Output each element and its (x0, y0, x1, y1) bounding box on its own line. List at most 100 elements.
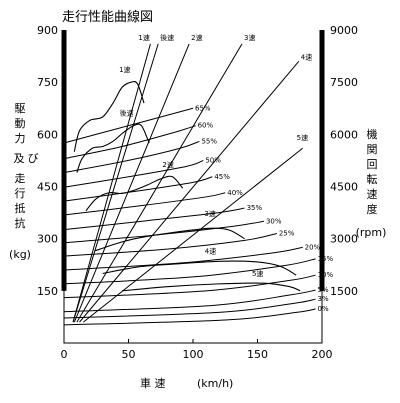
x-tick-label: 150 (247, 348, 268, 361)
rpm-line-label: 1速 (138, 34, 149, 42)
y-tick-label-left: 450 (37, 181, 58, 194)
y-tick-label-left: 150 (37, 285, 58, 298)
resistance-label: 30% (266, 217, 282, 225)
resistance-curve (63, 107, 194, 144)
driving-force-curve (76, 123, 150, 173)
right-axis-label-char: 速 (367, 188, 378, 201)
resistance-label: 5% (318, 286, 329, 294)
rpm-line-label: 5速 (297, 134, 308, 142)
y-tick-label-left: 600 (37, 128, 58, 141)
resistance-label: 55% (201, 137, 217, 145)
axis-bars (61, 30, 325, 291)
left-axis-label-char: 及 (14, 152, 25, 165)
rpm-line (73, 43, 190, 323)
driving-force-curve (85, 175, 184, 212)
left-axis-label-char: 動 (15, 116, 26, 130)
y-tick-label-right: 9000 (330, 24, 358, 37)
x-tick-label: 0 (61, 348, 68, 361)
ticks: 0 50 100 150 200 150 300 450 600 750 900 1500 3000 45… (37, 24, 358, 361)
resistance-curve (63, 159, 204, 188)
resistance-curve (63, 308, 316, 326)
resistance-curves: 65% 60% 55% 50% 45% 40% 35%30% 25% 20% 15% 10% 5%3%… (63, 104, 334, 326)
rpm-line (72, 43, 151, 323)
driving-force-curve (102, 260, 297, 276)
resistance-curve (63, 289, 316, 313)
rpm-line (72, 43, 159, 323)
driving-force-label: 2速 (162, 161, 173, 169)
resistance-label: 15% (318, 255, 334, 263)
driving-force-label: 後速 (120, 109, 134, 118)
resistance-label: 20% (305, 243, 321, 251)
left-axis-label-char: 行 (15, 187, 26, 200)
rpm-line-label: 4速 (301, 53, 312, 61)
left-axis-label-char: 抗 (15, 216, 26, 230)
resistance-curve (63, 258, 316, 285)
driving-force-curve (94, 227, 245, 252)
left-axis-unit: (kg) (9, 248, 31, 261)
resistance-label: 40% (227, 189, 243, 197)
left-axis-label-char: 抵 (15, 201, 26, 215)
y-tick-label-right: 3000 (330, 233, 358, 246)
resistance-label: 45% (214, 173, 230, 181)
rpm-line-label: 後速 (160, 33, 174, 42)
y-tick-label-right: 6000 (330, 128, 358, 141)
driving-force-curve (73, 80, 145, 152)
driving-force-curve (121, 282, 301, 292)
right-axis-label-char: 回 (367, 158, 378, 171)
y-tick-label-right: 1500 (330, 285, 358, 298)
resistance-curve (63, 176, 213, 202)
driving-force-label: 3速 (204, 210, 215, 218)
rpm-line-label: 2速 (191, 34, 202, 42)
rpm-line (83, 147, 303, 323)
resistance-label: 35% (247, 204, 263, 212)
resistance-curve (63, 274, 316, 299)
x-tick-label: 50 (122, 348, 136, 361)
resistance-label: 65% (195, 104, 211, 112)
resistance-curve (63, 232, 277, 257)
resistance-label: 3% (318, 295, 329, 303)
driving-force-label: 1速 (119, 66, 130, 74)
resistance-curve (63, 298, 316, 319)
resistance-label: 50% (205, 156, 221, 164)
resistance-label: 25% (279, 229, 295, 237)
chart-title: 走行性能曲線図 (62, 9, 153, 25)
driving-force-label: 5速 (252, 270, 263, 278)
resistance-label: 0% (318, 305, 329, 313)
x-axis-label: 車 速 (140, 376, 166, 390)
left-axis-label-char: 駆 (15, 102, 26, 115)
resistance-curve (63, 125, 196, 160)
resistance-label: 60% (198, 122, 214, 130)
left-axis-label-char: 走 (15, 172, 26, 185)
left-axis-bar (61, 30, 67, 291)
left-axis-label-char: 力 (15, 132, 26, 145)
rpm-line-label: 3速 (244, 34, 255, 42)
resistance-label: 10% (318, 271, 334, 279)
resistance-curve (63, 140, 200, 174)
right-axis-bar (319, 30, 325, 291)
right-axis-unit: (rpm) (356, 226, 387, 239)
right-axis-label-char: 機 (367, 127, 378, 141)
x-tick-label: 200 (312, 348, 333, 361)
resistance-curve (63, 207, 245, 231)
resistance-curve (63, 192, 226, 216)
rpm-line (79, 60, 300, 323)
right-axis-label-char: 度 (367, 202, 378, 216)
y-tick-label-left: 300 (37, 233, 58, 246)
rpm-line (76, 43, 243, 323)
y-tick-label-right: 4500 (330, 181, 358, 194)
resistance-curve (63, 246, 303, 271)
left-axis-label-char: び (28, 152, 39, 165)
right-axis-label-char: 転 (367, 173, 378, 186)
y-tick-label-left: 900 (37, 24, 58, 37)
y-tick-label-right: 7500 (330, 76, 358, 89)
driving-force-label: 4速 (205, 247, 216, 255)
x-tick-label: 100 (183, 348, 204, 361)
right-axis-label-char: 関 (367, 143, 378, 156)
resistance-curve (63, 220, 265, 244)
x-axis-unit: (km/h) (197, 377, 233, 390)
